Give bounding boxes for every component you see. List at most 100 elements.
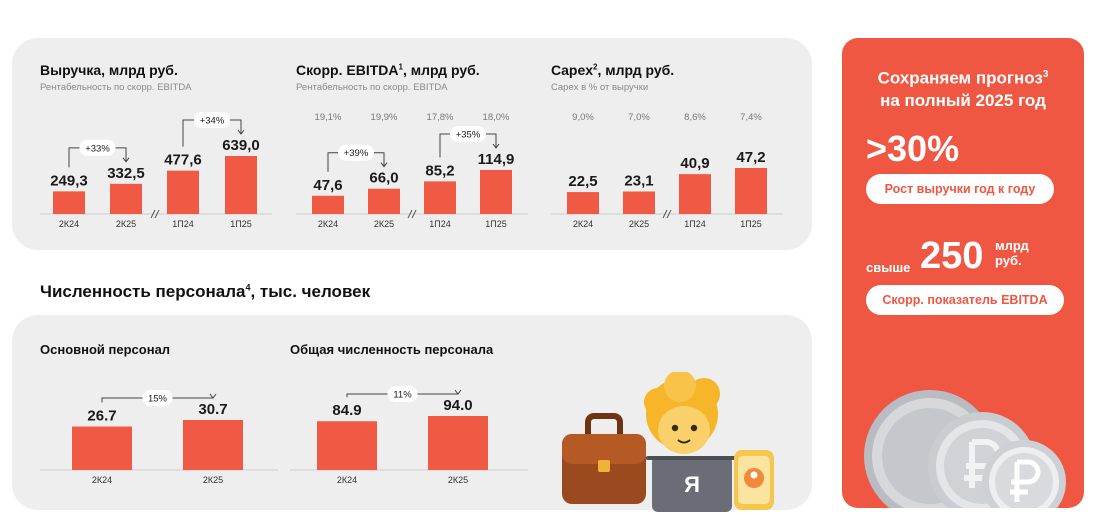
x-tick-label: 2К24 (318, 219, 338, 229)
bar-2К25 (623, 191, 655, 214)
growth-badge (194, 112, 230, 128)
briefcase-icon (562, 413, 646, 504)
bar-2К24 (317, 421, 377, 470)
growth-badge (142, 390, 173, 406)
bar-2К24 (72, 426, 132, 470)
coins-illustration (864, 390, 1066, 508)
margin-label: 19,9% (371, 112, 398, 123)
data-label: 85,2 (425, 162, 454, 179)
revenue-chart: Выручка, млрд руб. Рентабельность по ско… (40, 62, 280, 237)
forecast-growth-value: >30% (866, 128, 960, 169)
bar-1П24 (167, 170, 199, 214)
growth-badge (338, 144, 374, 161)
revenue-chart-title: Выручка, млрд руб. (40, 62, 178, 78)
total-staff-chart: Общая численность персонала 84.9 2К24 94.0… (290, 342, 530, 490)
growth-label: +35% (456, 130, 481, 141)
data-label: 23,1 (624, 172, 653, 189)
data-label: 47,2 (736, 149, 765, 166)
margin-label: 18,0% (483, 112, 510, 123)
data-label: 26.7 (87, 408, 116, 425)
growth-arrow-icon (454, 389, 462, 395)
x-tick-label: 2К25 (374, 219, 394, 229)
revenue-growth-pill: Рост выручки год к году (866, 174, 1054, 204)
bar-1П25 (735, 168, 767, 214)
x-tick-label: 1П25 (485, 219, 507, 229)
data-label: 114,9 (478, 151, 515, 168)
data-label: 94.0 (443, 397, 472, 414)
growth-bracket (346, 393, 458, 398)
x-tick-label: 2К25 (448, 475, 468, 485)
growth-arrow-icon (237, 129, 245, 135)
capex-chart: Capex2, млрд руб. Capex в % от выручки 2… (551, 62, 791, 237)
bar-1П24 (679, 174, 711, 214)
capex-chart-title: Capex2, млрд руб. (551, 62, 675, 78)
x-tick-label: 1П25 (230, 219, 252, 229)
growth-badge (387, 386, 418, 402)
ebitda-chart-title: Скорр. EBITDA1, млрд руб. (296, 62, 480, 78)
data-label: 40,9 (680, 155, 709, 172)
bar-2К25 (368, 188, 400, 214)
axis-break-mark (662, 209, 668, 219)
bar-2К25 (428, 416, 488, 470)
data-label: 47,6 (313, 177, 342, 194)
bar-1П25 (480, 170, 512, 214)
bar-2К25 (110, 183, 142, 214)
bar-2К24 (53, 191, 85, 214)
x-tick-label: 1П25 (740, 219, 762, 229)
x-tick-label: 1П24 (684, 219, 706, 229)
forecast-card: Сохраняем прогноз3 на полный 2025 год >30… (842, 38, 1084, 508)
core-staff-chart: Основной персонал 26.7 2К24 30.7 2К25 15% (40, 342, 280, 490)
margin-label: 17,8% (427, 112, 454, 123)
phone-icon (734, 450, 774, 510)
bar-1П24 (424, 181, 456, 214)
data-label: 332,5 (107, 165, 145, 182)
forecast-unit: млрд руб. (995, 238, 1029, 268)
bar-1П25 (225, 156, 257, 214)
bar-2К25 (183, 420, 243, 470)
growth-arrow-icon (380, 162, 388, 168)
margin-label: 19,1% (315, 112, 342, 123)
data-label: 30.7 (198, 401, 227, 418)
axis-break-mark (407, 209, 413, 219)
ruble-coin-icon (982, 440, 1066, 508)
character-head-icon (644, 372, 720, 454)
data-label: 249,3 (50, 172, 88, 189)
forecast-title: Сохраняем прогноз3 на полный 2025 год (877, 68, 1049, 110)
data-label: 22,5 (568, 173, 597, 190)
bar-2К24 (567, 192, 599, 214)
core-staff-chart-title: Основной персонал (40, 342, 171, 357)
growth-arrow-icon (209, 393, 217, 399)
x-tick-label: 1П24 (172, 219, 194, 229)
x-tick-label: 2К25 (629, 219, 649, 229)
margin-label: 7,4% (740, 112, 762, 123)
growth-badge (450, 126, 486, 142)
core-staff-chart-svg: 26.7 2К24 30.7 2К25 15% (40, 390, 278, 485)
growth-badge (79, 139, 116, 156)
data-label: 477,6 (164, 152, 202, 169)
growth-label: +33% (85, 143, 110, 154)
x-tick-label: 2К24 (59, 219, 79, 229)
growth-label: +34% (200, 116, 225, 127)
ebitda-chart-subtitle: Рентабельность по скорр. EBITDA (296, 82, 448, 93)
data-label: 84.9 (332, 402, 361, 419)
ebitda-chart-svg: 47,6 2К24 19,1% 66,0 2К25 19,9% 85,2 1П24 17,8% 1… (296, 112, 528, 229)
axis-break-mark (150, 209, 156, 219)
data-label: 639,0 (222, 137, 260, 154)
x-tick-label: 2К25 (203, 475, 223, 485)
growth-bracket (101, 397, 213, 403)
growth-arrow-icon (492, 143, 500, 149)
forecast-prefix: свыше (866, 260, 911, 275)
laptop-letter: Я (684, 472, 700, 497)
staff-section-title: Численность персонала4, тыс. человек (40, 282, 371, 301)
growth-label: 15% (148, 394, 168, 405)
margin-label: 9,0% (572, 112, 594, 123)
ebitda-pill: Скорр. показатель EBITDA (866, 285, 1064, 315)
axis-break-mark (666, 209, 672, 219)
growth-label: +39% (344, 148, 369, 159)
laptop-icon: Я (646, 456, 738, 512)
margin-label: 7,0% (628, 112, 650, 123)
total-staff-chart-title: Общая численность персонала (290, 342, 494, 357)
axis-break-mark (411, 209, 417, 219)
x-tick-label: 2К25 (116, 219, 136, 229)
x-tick-label: 2К24 (573, 219, 593, 229)
